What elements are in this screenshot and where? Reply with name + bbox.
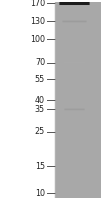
Text: 15: 15 <box>35 162 45 171</box>
Text: 40: 40 <box>35 96 45 105</box>
FancyBboxPatch shape <box>64 109 85 110</box>
Text: 10: 10 <box>35 189 45 198</box>
Text: 170: 170 <box>30 0 45 8</box>
FancyBboxPatch shape <box>62 21 87 22</box>
Text: 25: 25 <box>35 127 45 136</box>
Bar <box>55 2 101 198</box>
Text: 70: 70 <box>35 58 45 67</box>
Text: 130: 130 <box>30 17 45 26</box>
Text: 55: 55 <box>35 75 45 84</box>
Text: 100: 100 <box>30 35 45 44</box>
Text: 35: 35 <box>35 105 45 114</box>
FancyBboxPatch shape <box>59 2 90 5</box>
FancyBboxPatch shape <box>63 62 86 64</box>
